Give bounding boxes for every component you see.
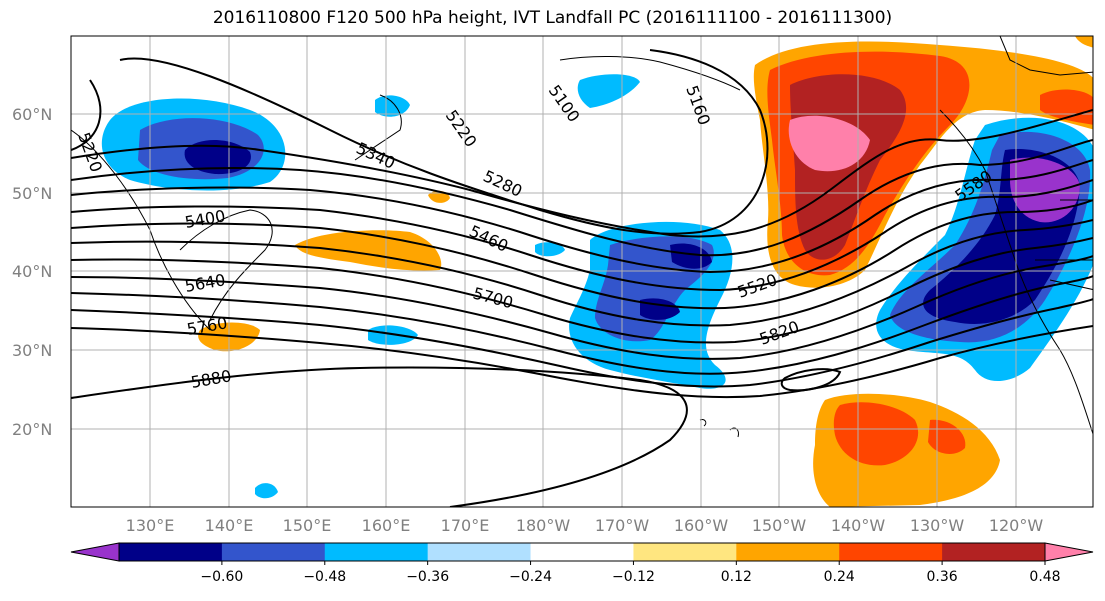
lon-label: 130°W xyxy=(910,516,965,535)
lon-label: 150°W xyxy=(752,516,807,535)
chart-title: 2016110800 F120 500 hPa height, IVT Land… xyxy=(212,8,893,28)
lon-label: 140°W xyxy=(831,516,886,535)
colorbar: −0.60 −0.48 −0.36 −0.24 −0.12 0.12 0.24 0.36 0.4… xyxy=(70,542,1094,585)
colorbar-segment xyxy=(530,543,634,561)
colorbar-tick-label: −0.12 xyxy=(612,569,655,585)
colorbar-tick-label: 0.36 xyxy=(927,569,958,585)
colorbar-segment xyxy=(119,543,223,561)
longitude-labels: 130°E 140°E 150°E 160°E 170°E 180°W 170°… xyxy=(126,516,1044,535)
lat-label: 20°N xyxy=(12,420,52,439)
colorbar-segment xyxy=(1044,542,1094,562)
lon-label: 140°E xyxy=(205,516,254,535)
colorbar-tick-label: −0.60 xyxy=(200,569,243,585)
colorbar-segment xyxy=(736,543,840,561)
map-frame xyxy=(70,35,1094,508)
colorbar-segment xyxy=(942,543,1046,561)
lon-label: 130°E xyxy=(126,516,175,535)
lon-label: 170°E xyxy=(441,516,490,535)
colorbar-segment xyxy=(324,543,429,561)
colorbar-tick-label: 0.12 xyxy=(721,569,752,585)
lat-label: 30°N xyxy=(12,341,52,360)
colorbar-tick-label: −0.48 xyxy=(303,569,346,585)
colorbar-segment xyxy=(427,543,532,561)
colorbar-tick-label: 0.24 xyxy=(824,569,855,585)
lat-label: 50°N xyxy=(12,184,52,203)
height-contours xyxy=(71,49,1093,507)
lon-label: 160°W xyxy=(674,516,729,535)
latitude-labels: 60°N 50°N 40°N 30°N 20°N xyxy=(12,105,52,439)
colorbar-segment xyxy=(633,543,737,561)
colorbar-tick-label: 0.48 xyxy=(1029,569,1060,585)
lat-label: 40°N xyxy=(12,262,52,281)
colorbar-border xyxy=(118,542,1046,562)
colorbar-segment xyxy=(839,543,943,561)
lat-label: 60°N xyxy=(12,105,52,124)
colorbar-segment xyxy=(70,542,120,562)
lon-label: 180°W xyxy=(516,516,571,535)
colorbar-tick-label: −0.24 xyxy=(509,569,552,585)
colorbar-segment xyxy=(221,543,326,561)
lon-label: 150°E xyxy=(283,516,332,535)
lon-label: 120°W xyxy=(989,516,1044,535)
colorbar-tick-label: −0.36 xyxy=(406,569,449,585)
lon-label: 170°W xyxy=(595,516,650,535)
lon-label: 160°E xyxy=(362,516,411,535)
